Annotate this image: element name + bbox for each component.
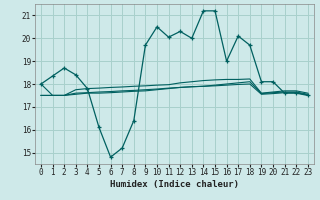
- X-axis label: Humidex (Indice chaleur): Humidex (Indice chaleur): [110, 180, 239, 189]
